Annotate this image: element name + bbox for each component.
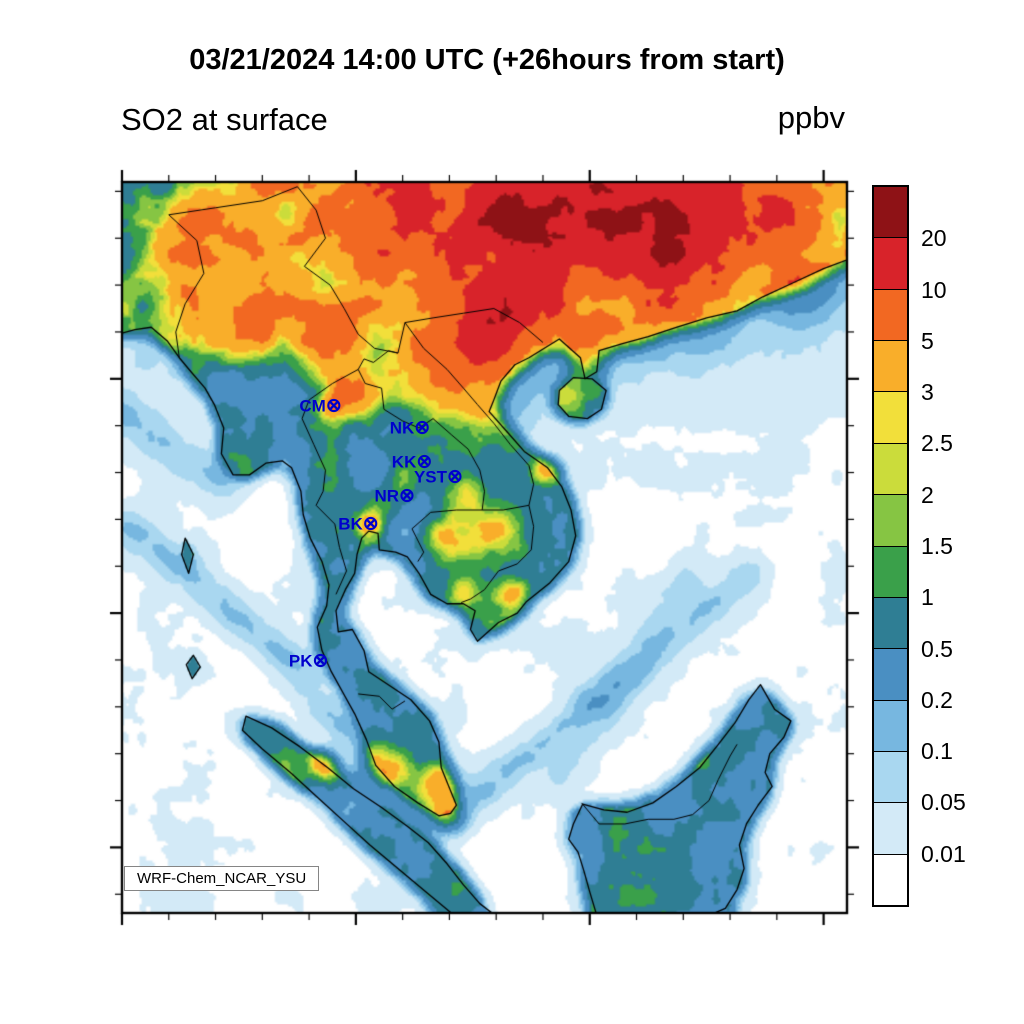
station-marker-icon: ⊗: [447, 466, 463, 488]
colorbar-box: [874, 750, 907, 803]
colorbar-box: [874, 340, 907, 392]
figure-title: 03/21/2024 14:00 UTC (+26hours from star…: [189, 44, 785, 76]
colorbar-box: [874, 853, 907, 906]
colorbar-label-0.05: 0.05: [921, 789, 966, 816]
station-nk: NK⊗: [390, 417, 430, 440]
colorbar-label-0.01: 0.01: [921, 840, 966, 867]
station-label: NK: [389, 418, 415, 438]
station-bk: BK⊗: [338, 512, 378, 535]
colorbar-box: [874, 288, 907, 341]
colorbar-label-10: 10: [921, 276, 947, 303]
colorbar-label-0.1: 0.1: [921, 738, 953, 765]
colorbar-label-1.5: 1.5: [921, 533, 953, 559]
station-label: CM: [299, 396, 326, 416]
station-cm: CM⊗: [299, 395, 341, 418]
station-label: YST: [413, 467, 447, 487]
colorbar-box: [874, 596, 907, 649]
colorbar-box: [874, 442, 907, 495]
colorbar-label-20: 20: [921, 225, 947, 252]
colorbar: [872, 185, 909, 907]
station-marker-icon: ⊗: [414, 417, 431, 439]
station-pk: PK⊗: [289, 650, 329, 673]
station-marker-icon: ⊗: [362, 513, 379, 535]
station-yst: YST⊗: [414, 466, 463, 489]
colorbar-box: [874, 391, 907, 443]
colorbar-labels: 20 10 5 3 2.5 2 1.5 1 0.5 0.2 0.1 0.05 0.01: [921, 187, 1011, 905]
station-label: KK: [391, 452, 417, 472]
colorbar-label-1: 1: [921, 584, 934, 611]
colorbar-box: [874, 802, 907, 854]
colorbar-box: [874, 545, 907, 597]
colorbar-label-5: 5: [921, 327, 934, 354]
colorbar-label-0.2: 0.2: [921, 686, 953, 713]
station-marker-icon: ⊗: [399, 485, 415, 507]
colorbar-box: [874, 699, 907, 751]
colorbar-box: [874, 494, 907, 546]
station-label: NR: [374, 486, 400, 506]
station-marker-icon: ⊗: [312, 650, 329, 672]
colorbar-box: [874, 187, 907, 238]
colorbar-label-2: 2: [921, 481, 934, 508]
colorbar-box: [874, 237, 907, 289]
station-kk: KK⊗: [392, 450, 432, 473]
model-credit-label: WRF-Chem_NCAR_YSU: [124, 866, 320, 891]
units-label: ppbv: [777, 100, 845, 135]
station-marker-icon: ⊗: [416, 451, 433, 473]
colorbar-label-0.5: 0.5: [921, 635, 953, 662]
station-nr: NR⊗: [374, 485, 414, 508]
colorbar-label-2.5: 2.5: [921, 430, 953, 457]
station-marker-icon: ⊗: [325, 395, 342, 417]
station-label: BK: [338, 514, 363, 534]
variable-label: SO2 at surface: [121, 102, 328, 137]
colorbar-box: [874, 648, 907, 700]
station-label: PK: [288, 651, 313, 671]
colorbar-label-3: 3: [921, 379, 934, 406]
